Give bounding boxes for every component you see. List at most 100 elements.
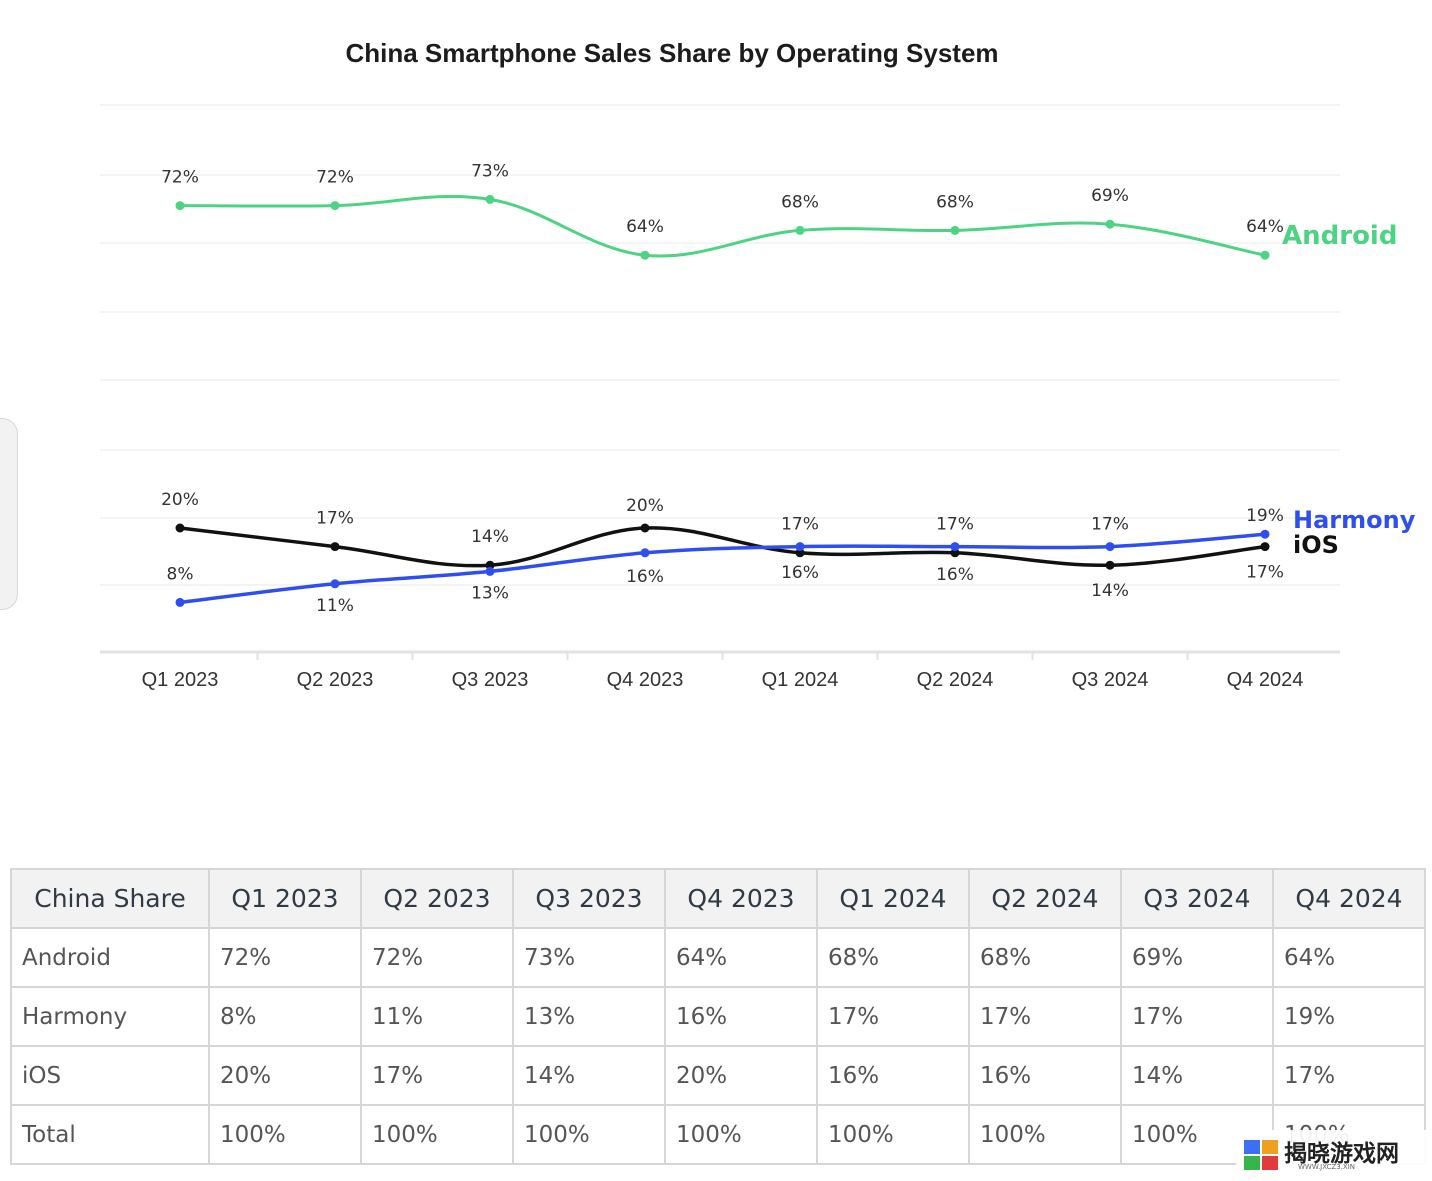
table-cell: Total <box>10 1104 210 1165</box>
series-line-ios <box>178 526 1267 568</box>
table-cell: Harmony <box>10 986 210 1047</box>
x-tick-label: Q1 2023 <box>142 669 219 691</box>
line-chart: China Smartphone Sales Share by Operatin… <box>100 38 1416 691</box>
data-label-harmony: 13% <box>471 583 509 603</box>
data-label-android: 72% <box>161 168 199 188</box>
data-point-android <box>1105 219 1115 229</box>
data-point-android <box>795 225 805 235</box>
table-header-row: China Share Q1 2023 Q2 2023 Q3 2023 Q4 2… <box>10 868 1426 929</box>
data-label-ios: 17% <box>1246 563 1284 583</box>
table-cell: Android <box>10 927 210 988</box>
data-point-harmony <box>1105 542 1115 552</box>
data-label-ios: 16% <box>781 563 819 583</box>
table-cell: 14% <box>512 1045 666 1106</box>
x-tick-label: Q4 2024 <box>1227 669 1304 691</box>
data-label-ios: 20% <box>626 496 664 516</box>
data-label-android: 68% <box>936 192 974 212</box>
data-label-harmony: 8% <box>167 564 194 584</box>
table-cell: 17% <box>968 986 1122 1047</box>
data-label-android: 64% <box>1246 217 1284 237</box>
table-cell: 64% <box>664 927 818 988</box>
header-cell: Q4 2023 <box>664 868 818 929</box>
watermark: 揭晓游戏网 WWW.JXCZ3.XIN <box>1236 1130 1432 1181</box>
data-point-android <box>175 201 185 211</box>
chart-title: China Smartphone Sales Share by Operatin… <box>345 38 998 68</box>
x-tick-label: Q1 2024 <box>762 669 839 691</box>
data-point-ios <box>330 542 340 552</box>
data-label-android: 68% <box>781 192 819 212</box>
data-label-harmony: 17% <box>936 515 974 535</box>
table-cell: iOS <box>10 1045 210 1106</box>
table-cell: 19% <box>1272 986 1426 1047</box>
data-label-harmony: 16% <box>626 567 664 587</box>
series-lines <box>175 194 1270 607</box>
header-cell: Q1 2023 <box>208 868 362 929</box>
data-point-ios <box>1260 542 1270 552</box>
data-label-ios: 17% <box>316 509 354 529</box>
watermark-url: WWW.JXCZ3.XIN <box>1298 1163 1355 1171</box>
series-line-android <box>178 194 1267 258</box>
table-cell: 20% <box>208 1045 362 1106</box>
table-row: iOS 20% 17% 14% 20% 16% 16% 14% 17% <box>10 1045 1426 1106</box>
puzzle-logo-icon <box>1244 1140 1278 1170</box>
series-name-harmony: Harmony <box>1293 506 1416 534</box>
table-cell: 17% <box>816 986 970 1047</box>
table-cell: 11% <box>360 986 514 1047</box>
data-point-android <box>485 194 495 204</box>
grid-lines <box>100 104 1340 654</box>
table-cell: 100% <box>664 1104 818 1165</box>
table-cell: 100% <box>360 1104 514 1165</box>
table-cell: 8% <box>208 986 362 1047</box>
table-cell: 16% <box>816 1045 970 1106</box>
data-label-ios: 14% <box>471 527 509 547</box>
x-tick-label: Q2 2024 <box>917 669 994 691</box>
series-name-android: Android <box>1282 221 1397 251</box>
data-point-ios <box>1105 560 1115 570</box>
table-cell: 100% <box>968 1104 1122 1165</box>
table-cell: 17% <box>1272 1045 1426 1106</box>
data-point-harmony <box>175 597 185 607</box>
table-cell: 72% <box>208 927 362 988</box>
table-cell: 100% <box>816 1104 970 1165</box>
series-name-ios: iOS <box>1293 531 1339 559</box>
data-label-harmony: 19% <box>1246 506 1284 526</box>
data-point-ios <box>175 523 185 533</box>
data-point-harmony <box>950 542 960 552</box>
header-cell: Q1 2024 <box>816 868 970 929</box>
table-cell: 20% <box>664 1045 818 1106</box>
table-cell: 69% <box>1120 927 1274 988</box>
share-table: China Share Q1 2023 Q2 2023 Q3 2023 Q4 2… <box>10 868 1426 1165</box>
data-label-android: 72% <box>316 168 354 188</box>
data-label-harmony: 17% <box>781 515 819 535</box>
header-cell: Q3 2024 <box>1120 868 1274 929</box>
table-cell: 17% <box>1120 986 1274 1047</box>
table-cell: 68% <box>816 927 970 988</box>
header-cell: Q3 2023 <box>512 868 666 929</box>
table-cell: 100% <box>208 1104 362 1165</box>
table-row: Harmony 8% 11% 13% 16% 17% 17% 17% 19% <box>10 986 1426 1047</box>
data-point-ios <box>485 560 495 570</box>
data-label-ios: 20% <box>161 490 199 510</box>
data-point-ios <box>640 523 650 533</box>
table-cell: 100% <box>512 1104 666 1165</box>
header-cell: Q4 2024 <box>1272 868 1426 929</box>
data-point-android <box>1260 250 1270 260</box>
table-cell: 16% <box>968 1045 1122 1106</box>
table-cell: 14% <box>1120 1045 1274 1106</box>
data-point-harmony <box>485 566 495 576</box>
table-cell: 17% <box>360 1045 514 1106</box>
table-row: Android 72% 72% 73% 64% 68% 68% 69% 64% <box>10 927 1426 988</box>
data-labels: 72% 72% 73%64%68% 68% 69%64%Android20%17%14%… <box>161 161 1416 615</box>
data-point-harmony <box>1260 529 1270 539</box>
table-cell: 64% <box>1272 927 1426 988</box>
data-point-harmony <box>795 542 805 552</box>
data-label-harmony: 11% <box>316 596 354 616</box>
data-label-ios: 14% <box>1091 581 1129 601</box>
table-cell: 68% <box>968 927 1122 988</box>
data-label-android: 73% <box>471 161 509 181</box>
data-label-android: 64% <box>626 217 664 237</box>
table-cell: 16% <box>664 986 818 1047</box>
data-point-harmony <box>330 579 340 589</box>
table-cell: 73% <box>512 927 666 988</box>
x-tick-label: Q3 2023 <box>452 669 529 691</box>
